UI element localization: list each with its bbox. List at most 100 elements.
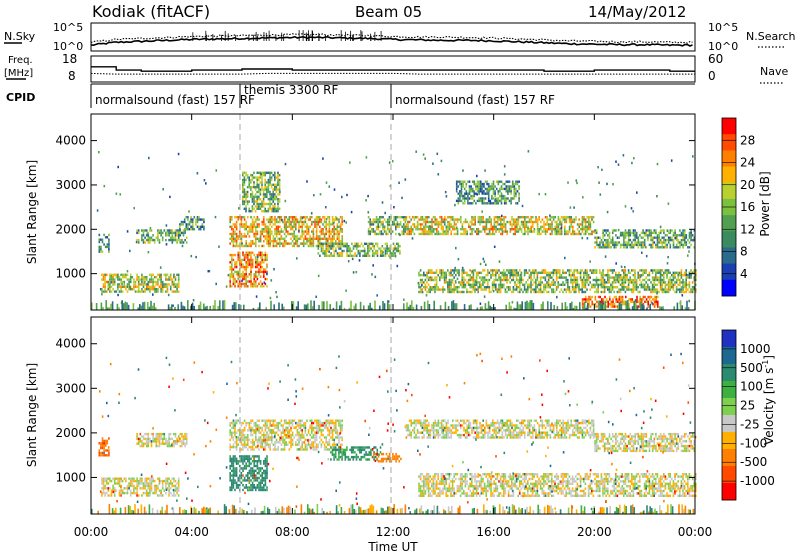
power-echo-cell <box>471 218 473 221</box>
power-echo-cell <box>270 171 273 174</box>
power-echo-cell <box>546 274 548 277</box>
power-echo-cell <box>471 228 473 231</box>
power-echo-cell <box>570 220 572 224</box>
power-echo-cell <box>314 223 316 226</box>
power-echo-cell <box>506 278 508 282</box>
power-echo-cell <box>688 276 691 279</box>
power-echo-cell <box>451 288 454 291</box>
power-echo-cell <box>693 278 695 282</box>
power-echo-cell <box>576 232 579 236</box>
power-echo-cell <box>393 223 395 226</box>
power-echo-cell <box>650 295 653 299</box>
power-echo-cell <box>147 231 150 235</box>
power-scatter-echo <box>481 191 484 195</box>
power-echo-cell <box>150 229 153 232</box>
power-echo-cell <box>355 247 358 250</box>
power-echo-cell <box>258 198 260 201</box>
power-echo-cell <box>177 276 180 279</box>
power-echo-cell <box>536 228 539 231</box>
power-echo-cell <box>468 180 471 183</box>
power-echo-cell <box>371 223 373 226</box>
power-echo-cell <box>235 228 238 231</box>
power-echo-cell <box>314 218 316 221</box>
power-echo-cell <box>428 232 430 236</box>
velocity-echo-cell <box>139 479 142 483</box>
power-scatter-echo <box>101 293 103 296</box>
power-echo-cell <box>538 230 540 233</box>
power-echo-cell <box>570 218 572 221</box>
power-echo-cell <box>439 220 441 224</box>
power-ground-scatter <box>639 301 642 310</box>
power-echo-cell <box>177 285 180 288</box>
power-echo-cell <box>256 178 258 182</box>
power-scatter-echo <box>666 262 669 265</box>
power-echo-cell <box>141 278 143 281</box>
power-echo-cell <box>557 232 560 236</box>
velocity-echo-cell <box>106 454 109 457</box>
power-echo-cell <box>466 271 468 274</box>
power-scatter-echo <box>633 157 635 160</box>
power-echo-cell <box>627 283 630 286</box>
power-echo-cell <box>237 253 239 257</box>
power-echo-cell <box>483 192 485 195</box>
power-echo-cell <box>505 202 508 205</box>
power-echo-cell <box>523 271 526 274</box>
power-echo-cell <box>98 245 101 249</box>
power-echo-cell <box>588 220 590 224</box>
power-echo-cell <box>567 288 569 291</box>
power-echo-cell <box>584 286 587 289</box>
power-echo-cell <box>434 228 436 231</box>
power-echo-cell <box>263 270 265 274</box>
power-ground-scatter <box>403 303 405 311</box>
power-echo-cell <box>490 232 492 236</box>
power-echo-cell <box>314 220 316 224</box>
power-echo-cell <box>661 283 663 286</box>
power-echo-cell <box>435 281 438 284</box>
power-ground-scatter <box>204 306 207 311</box>
power-echo-cell <box>607 288 609 291</box>
power-echo-cell <box>624 241 627 244</box>
power-echo-cell <box>398 223 400 226</box>
power-echo-cell <box>410 232 412 236</box>
power-echo-cell <box>476 232 478 236</box>
power-echo-cell <box>450 232 452 236</box>
power-echo-cell <box>522 283 524 286</box>
power-echo-cell <box>251 198 254 201</box>
power-echo-cell <box>690 271 692 274</box>
power-echo-cell <box>424 286 427 289</box>
power-echo-cell <box>171 231 174 235</box>
power-echo-cell <box>346 242 348 245</box>
power-echo-cell <box>307 232 310 236</box>
power-echo-cell <box>565 288 567 291</box>
power-echo-cell <box>645 231 648 235</box>
power-echo-cell <box>493 269 495 272</box>
power-echo-cell <box>666 246 668 249</box>
power-echo-cell <box>295 225 297 228</box>
power-echo-cell <box>487 192 490 195</box>
power-echo-cell <box>248 210 250 213</box>
power-echo-cell <box>675 281 678 284</box>
power-echo-cell <box>109 278 111 281</box>
power-echo-cell <box>659 231 662 235</box>
power-scatter-echo <box>372 264 374 267</box>
power-echo-cell <box>165 238 167 242</box>
power-echo-cell <box>311 242 313 245</box>
power-echo-cell <box>620 300 622 303</box>
power-echo-cell <box>182 241 185 244</box>
power-echo-cell <box>357 242 360 245</box>
power-echo-cell <box>567 286 569 289</box>
power-echo-cell <box>421 228 424 231</box>
power-echo-cell <box>323 252 326 255</box>
power-echo-cell <box>118 278 121 281</box>
power-echo-cell <box>137 283 140 286</box>
power-echo-cell <box>691 288 694 291</box>
power-scatter-echo <box>622 154 625 157</box>
power-echo-cell <box>243 285 246 288</box>
power-echo-cell <box>291 244 294 248</box>
power-echo-cell <box>546 281 548 284</box>
power-echo-cell <box>253 183 255 186</box>
power-echo-cell <box>401 216 403 219</box>
power-echo-cell <box>391 220 394 224</box>
power-echo-cell <box>657 305 659 308</box>
power-echo-cell <box>593 303 595 306</box>
